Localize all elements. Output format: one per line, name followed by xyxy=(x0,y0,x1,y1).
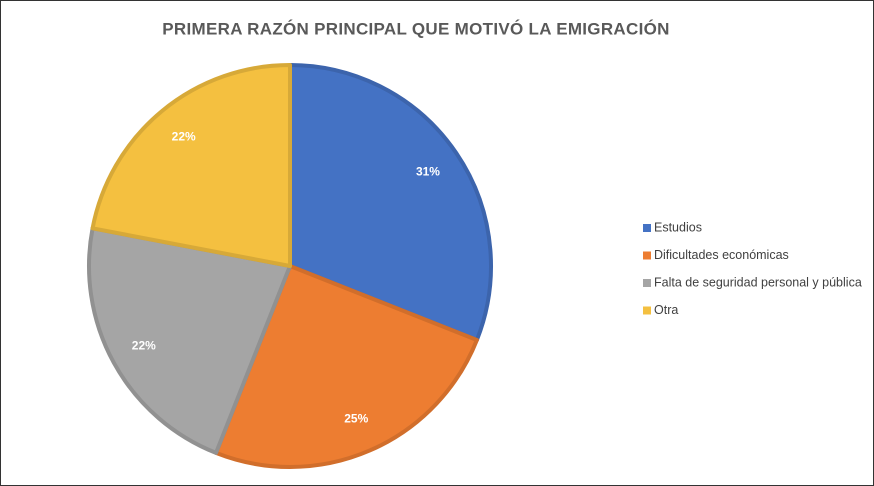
legend-label: Otra xyxy=(654,303,678,317)
pie-slice xyxy=(87,226,292,455)
legend-swatch xyxy=(643,279,651,287)
data-label: 25% xyxy=(344,411,368,425)
pie-slice xyxy=(288,63,493,342)
data-label: 31% xyxy=(416,164,440,178)
pie-slice xyxy=(214,264,479,469)
pie-slice xyxy=(90,63,292,268)
legend-label: Falta de seguridad personal y pública xyxy=(654,275,862,289)
legend-label: Estudios xyxy=(654,220,702,234)
data-label: 22% xyxy=(132,339,156,353)
legend-swatch xyxy=(643,306,651,315)
data-label: 22% xyxy=(172,130,196,144)
chart-title: PRIMERA RAZÓN PRINCIPAL QUE MOTIVÓ LA EM… xyxy=(162,19,669,38)
legend-swatch xyxy=(643,251,651,260)
legend-label: Dificultades económicas xyxy=(654,248,789,262)
legend-swatch xyxy=(643,224,651,232)
